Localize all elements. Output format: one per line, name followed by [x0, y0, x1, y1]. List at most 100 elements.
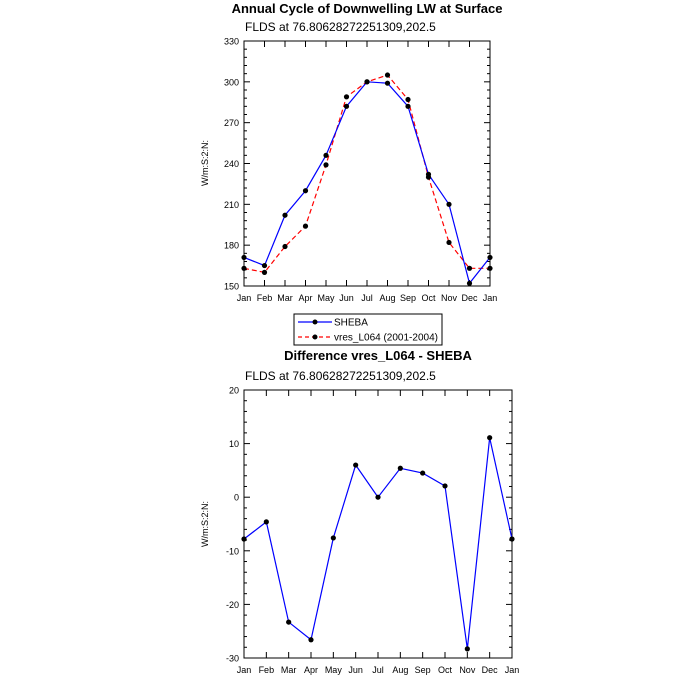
data-point [261, 269, 268, 275]
data-point [487, 254, 493, 261]
data-point [261, 262, 268, 269]
x-tick-label: Aug [392, 665, 408, 675]
data-point [241, 254, 247, 261]
data-point [425, 171, 432, 177]
series-line [243, 74, 490, 274]
y-axis-label: W/m:S:2:N: [200, 140, 210, 186]
data-point [343, 94, 350, 100]
x-tick-label: Nov [441, 293, 458, 303]
x-tick-label: Jul [361, 293, 373, 303]
data-point [375, 494, 381, 500]
x-tick-label: Jan [505, 665, 520, 675]
x-tick-label: Jan [483, 293, 498, 303]
x-tick-label: Jun [339, 293, 354, 303]
x-tick-label: Mar [277, 293, 293, 303]
y-tick-label: 210 [224, 200, 239, 210]
y-tick-label: 240 [224, 159, 239, 169]
y-tick-label: 180 [224, 241, 239, 251]
x-tick-label: Dec [482, 665, 499, 675]
data-point [330, 535, 336, 541]
legend-marker-vres [312, 334, 318, 340]
y-tick-label: 10 [229, 439, 239, 449]
data-point [384, 80, 391, 86]
data-point [405, 96, 411, 103]
series-layer [241, 72, 493, 286]
data-point [384, 72, 391, 78]
y-tick-label: 270 [224, 118, 239, 128]
data-point [241, 265, 247, 271]
data-point [323, 152, 329, 158]
x-tick-label: Oct [438, 665, 453, 675]
legend-label-vres: vres_L064 (2001-2004) [334, 333, 438, 344]
series-layer [241, 435, 515, 652]
data-point [487, 265, 493, 271]
x-tick-label: Apr [298, 293, 312, 303]
data-point [466, 280, 473, 286]
data-point [323, 162, 329, 168]
x-tick-label: Feb [259, 665, 275, 675]
chart-title: Annual Cycle of Downwelling LW at Surfac… [232, 1, 503, 16]
data-point [509, 536, 515, 542]
legend-label-sheba: SHEBA [334, 318, 368, 329]
x-tick-label: Oct [421, 293, 436, 303]
data-point [263, 519, 269, 525]
y-tick-label: -10 [226, 546, 239, 556]
y-axis-label: W/m:S:2:N: [200, 501, 210, 547]
data-point [446, 239, 452, 246]
x-tick-label: Sep [415, 665, 431, 675]
data-point [343, 103, 350, 109]
data-point [464, 646, 470, 652]
data-point [442, 483, 448, 489]
x-tick-label: Sep [400, 293, 416, 303]
x-tick-label: Jan [237, 293, 252, 303]
y-tick-label: 0 [234, 493, 239, 503]
bottom-chart: Difference vres_L064 - SHEBA FLDS at 76.… [200, 348, 519, 675]
y-tick-label: 300 [224, 77, 239, 87]
x-tick-label: Feb [257, 293, 273, 303]
y-tick-label: 20 [229, 386, 239, 396]
data-point [282, 243, 288, 250]
x-tick-label: Jan [237, 665, 252, 675]
data-point [286, 619, 292, 625]
data-point [397, 465, 403, 471]
x-tick-label: Apr [304, 665, 318, 675]
data-point [364, 79, 370, 85]
data-point [420, 470, 426, 476]
y-tick-label: -30 [226, 654, 239, 664]
data-point [282, 212, 288, 218]
chart-subtitle: FLDS at 76.80628272251309,202.5 [245, 369, 436, 383]
legend-marker-sheba [312, 319, 318, 325]
plot-frame [243, 40, 491, 287]
chart-title: Difference vres_L064 - SHEBA [284, 348, 472, 363]
y-tick-label: 330 [224, 37, 239, 47]
x-tick-label: May [317, 293, 335, 303]
y-tick-label: 150 [224, 282, 239, 292]
plot-area: -30 -20 -10 0 10 20 Jan Feb Mar Apr May Jun Jul Aug Se… [226, 386, 519, 676]
x-tick-label: Dec [461, 293, 478, 303]
data-point [302, 223, 309, 229]
x-tick-label: Mar [281, 665, 297, 675]
x-tick-label: Jun [348, 665, 363, 675]
data-point [308, 637, 314, 643]
data-point [302, 188, 309, 194]
x-tick-label: Aug [379, 293, 395, 303]
x-tick-label: Nov [459, 665, 476, 675]
chart-subtitle: FLDS at 76.80628272251309,202.5 [245, 20, 436, 34]
data-point [353, 462, 359, 468]
legend: SHEBA vres_L064 (2001-2004) [293, 313, 443, 346]
x-tick-label: May [325, 665, 343, 675]
series-line [243, 437, 513, 649]
data-point [405, 103, 411, 109]
data-point [487, 435, 493, 441]
plot-area: 150 180 210 240 270 300 330 Jan Feb Mar Apr May Jun J… [224, 37, 497, 304]
legend-box [293, 313, 443, 346]
y-tick-label: -20 [226, 600, 239, 610]
data-point [466, 265, 473, 271]
data-point [241, 536, 247, 542]
data-point [446, 201, 452, 207]
x-tick-label: Jul [372, 665, 384, 675]
series-line [243, 81, 491, 285]
top-chart: Annual Cycle of Downwelling LW at Surfac… [200, 1, 503, 346]
plot-frame [243, 389, 513, 659]
